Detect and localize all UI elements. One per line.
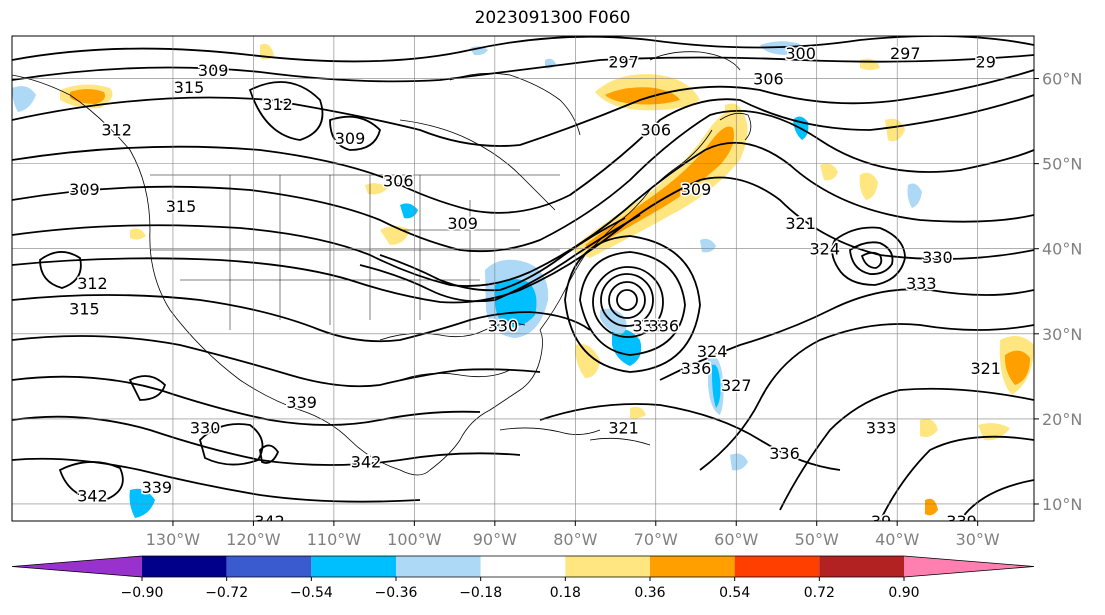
contour-label: 342: [254, 512, 285, 531]
contour-label: 306: [753, 70, 784, 89]
contour-label: 300: [785, 44, 816, 63]
contour-label: 312: [101, 121, 132, 140]
lat-tick-label: 30°N: [1042, 325, 1082, 344]
contour-label: 309: [69, 180, 100, 199]
contour-label: 39: [871, 512, 891, 531]
latitude-ticks: 60°N 50°N 40°N 30°N 20°N 10°N: [1034, 70, 1082, 514]
contour-label: 321: [970, 359, 1001, 378]
colorbar-upper-extension: [904, 556, 1034, 577]
contour-label: 309: [335, 129, 366, 148]
colorbar-lower-extension: [12, 556, 142, 577]
contour-label: 342: [77, 486, 108, 505]
colorbar-tick-label: −0.54: [290, 585, 333, 601]
lat-tick-label: 20°N: [1042, 410, 1082, 429]
colorbar-segment: [226, 556, 312, 577]
lon-tick-label: 90°W: [473, 530, 517, 549]
contour-label: 339: [946, 512, 977, 531]
colorbar-tick-label: −0.90: [121, 585, 164, 601]
lon-tick-label: 60°W: [714, 530, 758, 549]
contour-label: 327: [721, 376, 752, 395]
contour-label: 330: [488, 316, 519, 335]
contour-label: 297: [890, 44, 921, 63]
contour-label: 306: [641, 121, 672, 140]
contour-label: 309: [681, 180, 712, 199]
lat-lon-grid: [12, 36, 1034, 521]
negative-shading: [12, 41, 922, 518]
colorbar-tick-label: 0.90: [888, 585, 919, 601]
contour-label: 315: [174, 78, 205, 97]
lon-tick-label: 120°W: [226, 530, 281, 549]
contour-label: 306: [383, 172, 414, 191]
contour-label: 333: [906, 274, 937, 293]
lat-tick-label: 40°N: [1042, 240, 1082, 259]
contour-label: 333: [866, 418, 897, 437]
colorbar-tick-label: 0.36: [634, 585, 665, 601]
colorbar-tick-label: 0.72: [804, 585, 835, 601]
colorbar-segment: [734, 556, 820, 577]
lon-tick-label: 100°W: [387, 530, 442, 549]
contour-label: 321: [608, 418, 639, 437]
map-frame: [11, 35, 1035, 522]
colorbar-segment: [650, 556, 735, 577]
colorbar-segment: [565, 556, 650, 577]
contour-label: 324: [697, 342, 728, 361]
contour-label: 336: [769, 444, 800, 463]
contour-label: 324: [809, 240, 840, 259]
contour-label: 315: [166, 197, 197, 216]
contour-label: 336: [681, 359, 712, 378]
lat-tick-label: 60°N: [1042, 70, 1082, 89]
coastlines: [12, 51, 752, 476]
contour-label: 312: [262, 95, 293, 114]
lat-tick-label: 10°N: [1042, 495, 1082, 514]
colorbar: −0.90 −0.72 −0.54 −0.36 −0.18 0.18 0.36 0.54 0.7…: [11, 555, 1035, 601]
contour-label: 297: [608, 53, 639, 72]
lon-tick-label: 50°W: [795, 530, 839, 549]
theta-contours: [12, 36, 1034, 521]
longitude-ticks: 130°W 120°W 110°W 100°W 90°W 80°W 70°W 60°W 50°W…: [146, 521, 1000, 549]
contour-label: 339: [142, 478, 173, 497]
colorbar-tick-label: −0.72: [205, 585, 248, 601]
colorbar-tick-label: −0.18: [459, 585, 502, 601]
lon-tick-label: 30°W: [956, 530, 1000, 549]
contour-label: 339: [286, 393, 317, 412]
lon-tick-label: 70°W: [634, 530, 678, 549]
colorbar-segment: [142, 556, 227, 577]
colorbar-segment: [311, 556, 396, 577]
colorbar-tick-label: 0.54: [719, 585, 750, 601]
colorbar-segment: [396, 556, 481, 577]
contour-label: 309: [447, 214, 478, 233]
contour-label: 330: [922, 248, 953, 267]
map-title: 2023091300 F060: [474, 8, 631, 28]
lon-tick-label: 40°W: [875, 530, 919, 549]
colorbar-segment: [819, 556, 904, 577]
contour-label: 309: [198, 61, 229, 80]
contour-label: 342: [351, 452, 382, 471]
contour-label: 330: [190, 418, 221, 437]
colorbar-segment: [480, 556, 566, 577]
contour-label: 336: [649, 316, 680, 335]
contour-label: 315: [69, 299, 100, 318]
contour-label: 29: [976, 53, 996, 72]
lon-tick-label: 110°W: [307, 530, 362, 549]
colorbar-tick-label: −0.36: [375, 585, 418, 601]
lon-tick-label: 80°W: [553, 530, 597, 549]
contour-label: 321: [785, 214, 816, 233]
contour-label: 312: [77, 274, 108, 293]
colorbar-tick-label: 0.18: [550, 585, 581, 601]
lat-tick-label: 50°N: [1042, 155, 1082, 174]
contour-label: 333: [632, 316, 663, 335]
lon-tick-label: 130°W: [146, 530, 201, 549]
